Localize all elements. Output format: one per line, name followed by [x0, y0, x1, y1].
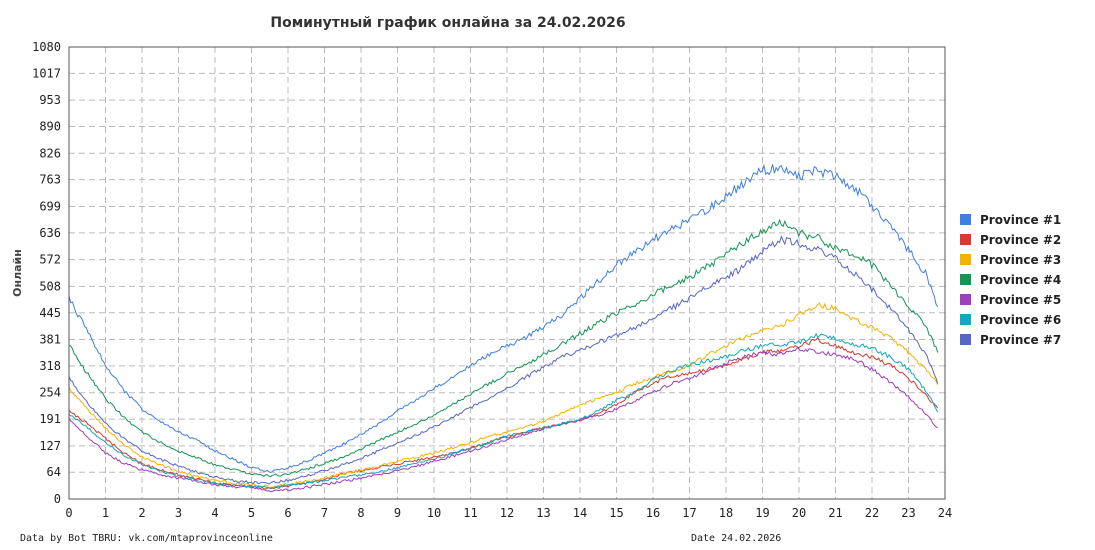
legend-swatch — [960, 214, 971, 225]
x-tick-label: 21 — [828, 506, 842, 520]
x-tick-label: 5 — [248, 506, 255, 520]
legend-label: Province #5 — [980, 293, 1061, 307]
footer-date: Date 24.02.2026 — [691, 533, 781, 544]
x-tick-label: 16 — [646, 506, 660, 520]
legend-label: Province #7 — [980, 333, 1061, 347]
x-tick-label: 7 — [321, 506, 328, 520]
y-tick-label: 254 — [39, 386, 61, 400]
y-tick-label: 445 — [39, 306, 61, 320]
y-tick-label: 953 — [39, 93, 61, 107]
chart-title: Поминутный график онлайна за 24.02.2026 — [270, 15, 625, 31]
legend-label: Province #1 — [980, 213, 1061, 227]
y-tick-label: 0 — [54, 492, 61, 506]
y-tick-label: 699 — [39, 199, 61, 213]
x-tick-label: 4 — [211, 506, 218, 520]
x-tick-label: 11 — [463, 506, 477, 520]
y-axis-label: Онлайн — [11, 249, 24, 297]
y-tick-label: 890 — [39, 120, 61, 134]
y-tick-label: 64 — [47, 465, 61, 479]
x-tick-label: 17 — [682, 506, 696, 520]
y-tick-label: 763 — [39, 173, 61, 187]
legend-label: Province #2 — [980, 233, 1061, 247]
x-tick-label: 3 — [175, 506, 182, 520]
y-tick-labels: 0 64 127 191 254 318 381 445 508 572 636 699 763 826 8… — [32, 40, 61, 506]
y-tick-label: 127 — [39, 439, 61, 453]
x-tick-label: 6 — [284, 506, 291, 520]
x-tick-label: 1 — [102, 506, 109, 520]
x-tick-label: 22 — [865, 506, 879, 520]
legend-label: Province #6 — [980, 313, 1061, 327]
x-tick-label: 23 — [901, 506, 915, 520]
x-tick-label: 18 — [719, 506, 733, 520]
x-tick-label: 15 — [609, 506, 623, 520]
y-tick-label: 381 — [39, 333, 61, 347]
legend-swatch — [960, 234, 971, 245]
x-tick-label: 14 — [573, 506, 587, 520]
legend-swatch — [960, 274, 971, 285]
legend-swatch — [960, 334, 971, 345]
legend-swatch — [960, 314, 971, 325]
legend: Province #1 Province #2 Province #3 Provinc… — [960, 213, 1061, 347]
y-tick-label: 1017 — [32, 66, 61, 80]
legend-swatch — [960, 294, 971, 305]
footer-source: Data by Bot TBRU: vk.com/mtaprovinceonli… — [20, 533, 273, 544]
x-tick-label: 13 — [536, 506, 550, 520]
legend-swatch — [960, 254, 971, 265]
legend-label: Province #4 — [980, 273, 1061, 287]
legend-label: Province #3 — [980, 253, 1061, 267]
x-tick-label: 19 — [755, 506, 769, 520]
x-tick-label: 12 — [500, 506, 514, 520]
x-tick-label: 24 — [938, 506, 952, 520]
x-tick-label: 9 — [394, 506, 401, 520]
y-tick-label: 572 — [39, 253, 61, 267]
x-tick-label: 10 — [427, 506, 441, 520]
x-tick-label: 8 — [357, 506, 364, 520]
x-tick-label: 0 — [65, 506, 72, 520]
y-tick-label: 508 — [39, 279, 61, 293]
y-tick-label: 318 — [39, 359, 61, 373]
y-tick-label: 636 — [39, 226, 61, 240]
x-tick-label: 20 — [792, 506, 806, 520]
y-tick-label: 826 — [39, 146, 61, 160]
x-tick-labels: 0 1 2 3 4 5 6 7 8 9 10 11 12 13 14 15 16 17 18 19 20 21 22 23 24 — [65, 506, 952, 520]
y-tick-label: 191 — [39, 412, 61, 426]
y-tick-label: 1080 — [32, 40, 61, 54]
x-tick-label: 2 — [138, 506, 145, 520]
